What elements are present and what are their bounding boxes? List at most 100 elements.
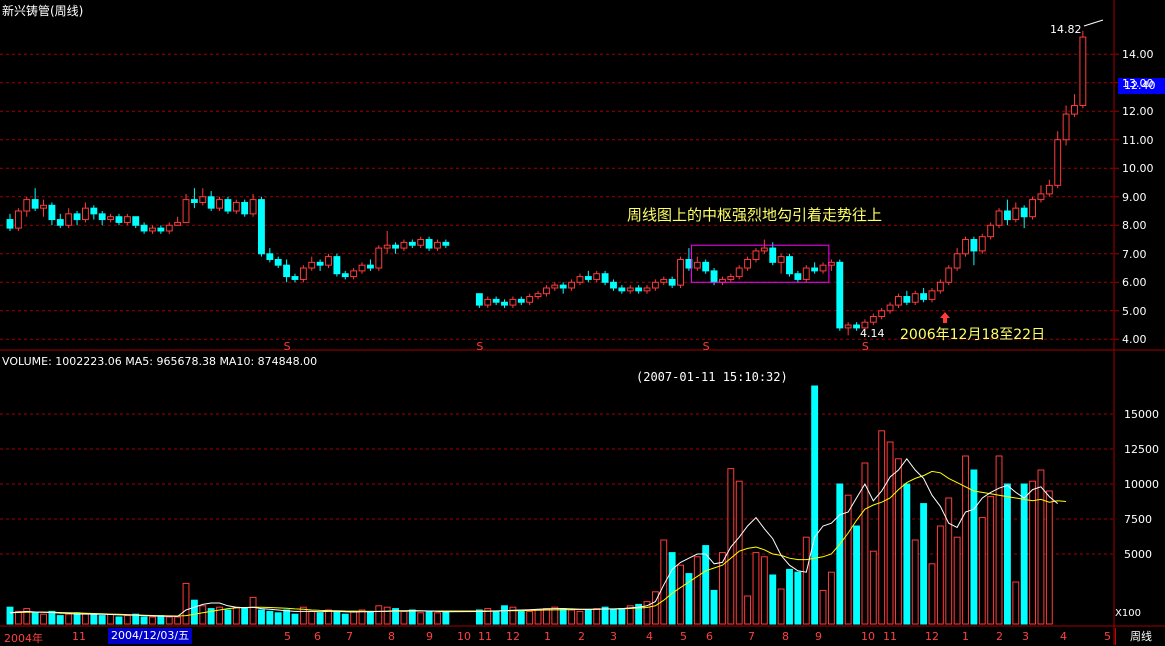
time-axis-label: 10 (861, 630, 875, 643)
volume-bar (794, 571, 802, 625)
volume-bar (635, 603, 643, 625)
time-axis-label: 4 (1060, 630, 1067, 643)
volume-bar (920, 503, 928, 625)
volume-bar (266, 610, 274, 625)
volume-bar (1003, 483, 1011, 625)
volume-bar (836, 483, 844, 625)
candle-body (14, 210, 22, 229)
candle-body (249, 199, 257, 215)
candle-body (794, 273, 802, 280)
candle-body (408, 241, 416, 246)
time-axis-label: 9 (815, 630, 822, 643)
volume-axis-label: 5000 (1124, 548, 1152, 561)
time-axis-label: 7 (748, 630, 755, 643)
candle-body (274, 258, 282, 266)
volume-bar (140, 616, 148, 625)
volume-bar (199, 605, 207, 625)
volume-axis-label: 12500 (1124, 443, 1159, 456)
candle-body (886, 304, 894, 312)
time-axis-label: 3 (1022, 630, 1029, 643)
volume-bar (358, 609, 366, 625)
volume-bar (668, 552, 676, 625)
volume-bar (400, 610, 408, 625)
candle-body (618, 287, 626, 292)
volume-bar (593, 608, 601, 625)
time-axis-label: 11 (72, 630, 86, 643)
time-axis-label: 10 (457, 630, 471, 643)
volume-bar (107, 613, 115, 625)
split-marker: S (703, 340, 710, 353)
volume-ma-lines (9, 457, 1067, 617)
candle-body (760, 247, 768, 252)
candle-body (911, 293, 919, 303)
candle-body (232, 201, 240, 212)
volume-bar (643, 601, 651, 625)
volume-bar (945, 497, 953, 625)
volume-bar (769, 574, 777, 625)
volume-bar (1020, 483, 1028, 625)
candle-body (417, 239, 425, 246)
volume-bar (23, 608, 31, 625)
candle-body (802, 267, 810, 280)
volume-bar (425, 610, 433, 625)
volume-bar (895, 458, 902, 625)
candle-body (1029, 199, 1036, 218)
volume-bar (115, 616, 123, 625)
volume-bar (299, 606, 307, 625)
volume-bar (82, 613, 89, 625)
candle-body (962, 239, 969, 255)
volume-bar (216, 606, 223, 625)
volume-bar (14, 610, 22, 625)
volume-bar (274, 612, 282, 625)
candle-body (542, 287, 550, 295)
time-axis-label: 2 (578, 630, 585, 643)
price-axis-label: 4.00 (1122, 333, 1147, 347)
volume-bar (551, 606, 559, 625)
volume-bar (65, 613, 73, 625)
time-axis-label: 5 (284, 630, 291, 643)
volume-bar (291, 613, 299, 625)
volume-scale-badge: X100 (1115, 608, 1141, 619)
volume-bar (911, 539, 919, 625)
candle-body (266, 253, 274, 260)
candle-body (316, 261, 324, 266)
volume-bar (861, 462, 869, 625)
candle-body (190, 199, 198, 203)
candle-body (115, 216, 123, 223)
volume-bar (693, 556, 701, 625)
candle-body (660, 278, 668, 283)
time-axis-label: 9 (426, 630, 433, 643)
candle-body (132, 216, 140, 226)
candle-body (98, 213, 106, 221)
candle-body (576, 276, 584, 283)
candle-body (333, 256, 341, 275)
volume-bar (484, 608, 492, 625)
time-axis-label: 11 (883, 630, 897, 643)
volume-bar (777, 588, 785, 625)
candle-body (40, 204, 47, 209)
volume-bar (316, 612, 324, 625)
time-axis-label: 12 (925, 630, 939, 643)
volume-bar (869, 550, 877, 625)
candle-body (165, 224, 173, 232)
split-marker: S (862, 340, 869, 353)
candle-body (869, 315, 877, 323)
candle-body (258, 199, 265, 255)
candle-body (895, 296, 902, 306)
price-axis-label: 14.00 (1122, 48, 1154, 62)
candle-body (48, 204, 56, 221)
volume-bar (827, 571, 835, 625)
volume-bar (1037, 469, 1045, 625)
volume-bar (953, 536, 961, 625)
volume-bar (132, 613, 140, 625)
volume-bar (149, 616, 156, 625)
period-button[interactable]: 周线 (1115, 628, 1165, 645)
volume-bar (853, 525, 860, 625)
volume-bar (844, 494, 852, 625)
volume-bar (383, 606, 391, 625)
ma10-line (9, 470, 1067, 617)
candle-body (308, 261, 316, 269)
volume-bar (341, 613, 349, 625)
candle-body (82, 207, 89, 221)
